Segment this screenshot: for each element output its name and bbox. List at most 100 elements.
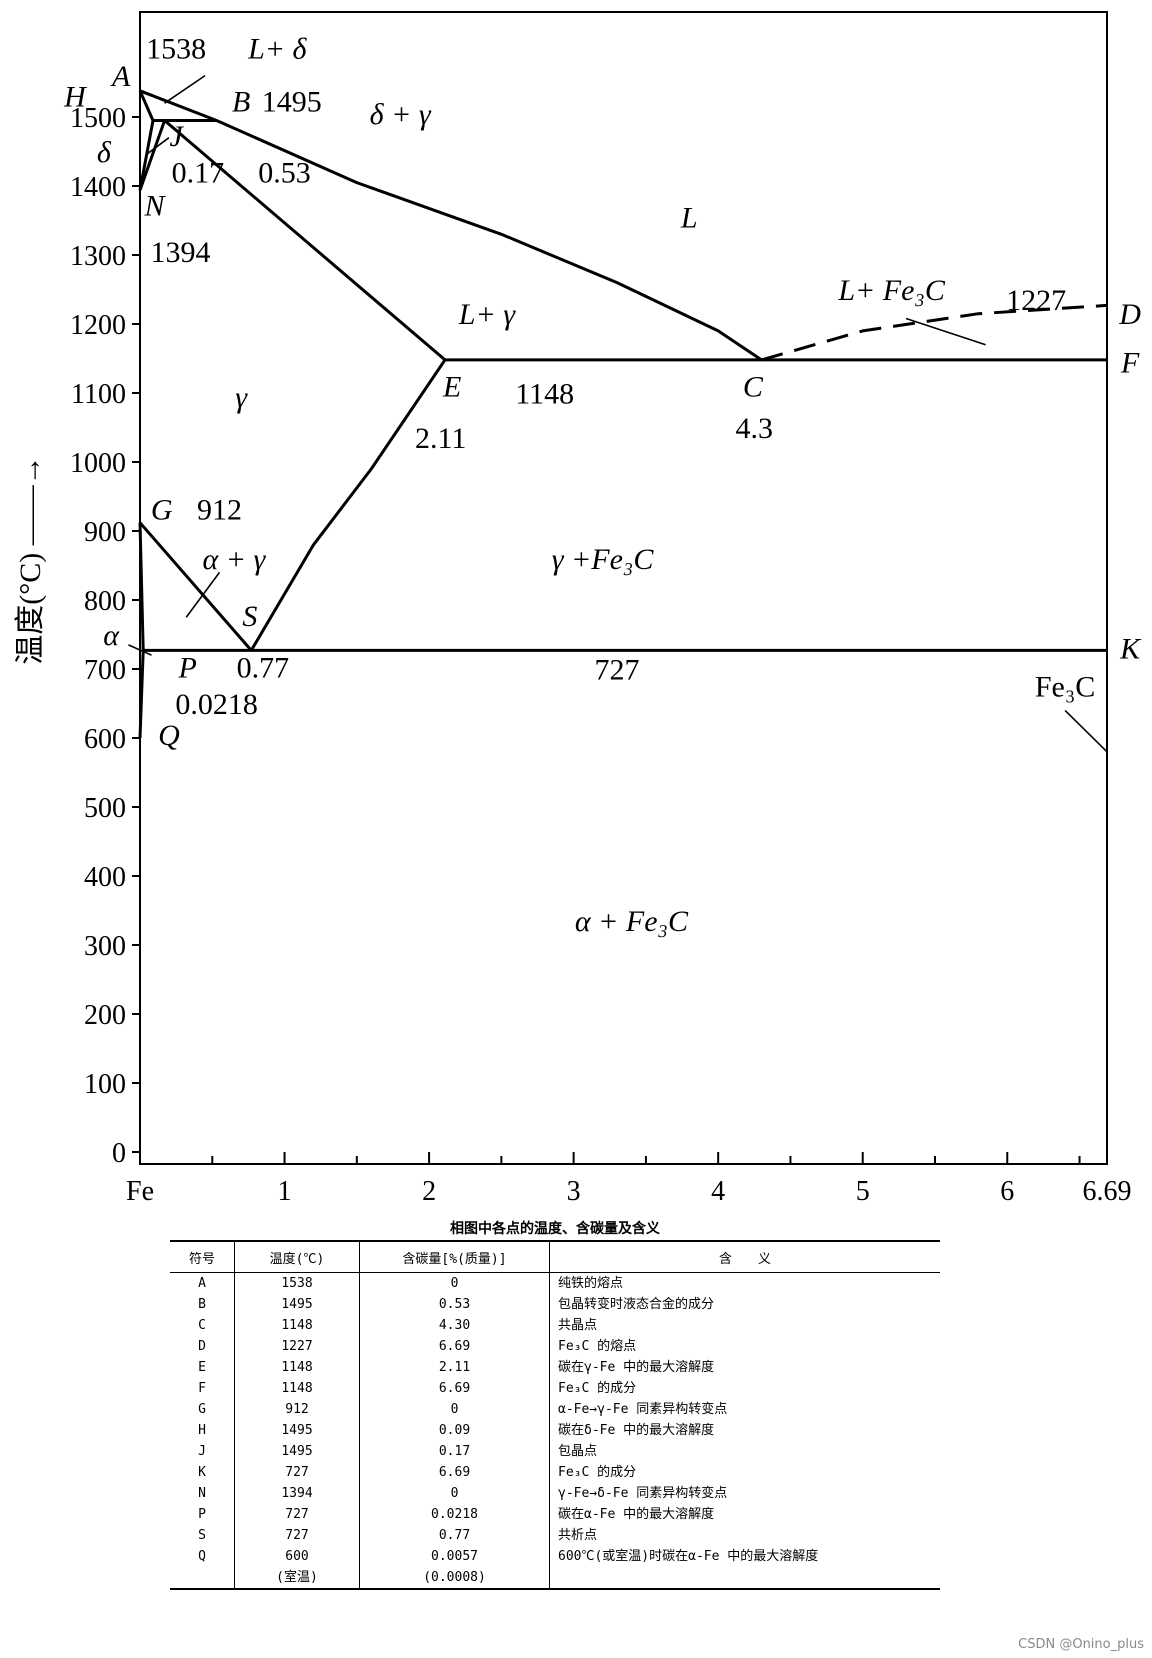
table-row: F 1148 6.69 Fe₃C 的成分 [170, 1378, 940, 1399]
cell-carbon: 0.53 [359, 1294, 550, 1315]
diagram-label: 2.11 [415, 422, 466, 455]
cell-temperature: 1495 [234, 1420, 360, 1441]
y-tick-label: 500 [84, 793, 126, 824]
header-symbol: 符号 [170, 1240, 235, 1273]
cell-carbon: 0 [359, 1399, 550, 1420]
cell-meaning: γ-Fe→δ-Fe 同素异构转变点 [549, 1483, 940, 1504]
diagram-label: L+ δ [247, 32, 307, 65]
phase-line-Acm-ES [250, 359, 447, 652]
cell-meaning: 碳在α-Fe 中的最大溶解度 [549, 1504, 940, 1525]
y-tick-label: 900 [84, 517, 126, 548]
cell-carbon: 6.69 [359, 1462, 550, 1483]
diagram-label: α + γ [203, 543, 267, 576]
y-tick-label: 1200 [70, 310, 126, 341]
diagram-label: 1148 [515, 377, 574, 410]
cell-meaning: 共析点 [549, 1525, 940, 1546]
cell-meaning: 包晶转变时液态合金的成分 [549, 1294, 940, 1315]
plot-frame [139, 11, 1108, 1165]
y-tick-label: 800 [84, 586, 126, 617]
phase-line-CD [761, 303, 1108, 362]
table-row: P 727 0.0218 碳在α-Fe 中的最大溶解度 [170, 1504, 940, 1525]
diagram-label: J [169, 120, 184, 153]
cell-temperature: 1148 [234, 1315, 360, 1336]
cell-temperature: 1148 [234, 1378, 360, 1399]
y-tick-label: 1500 [70, 103, 126, 134]
y-tick-label: 1100 [71, 379, 126, 410]
leader-line [185, 571, 221, 618]
diagram-label: C [743, 370, 764, 403]
cell-symbol: H [198, 1423, 206, 1438]
diagram-label: 0.77 [237, 651, 290, 684]
y-tick-label: 200 [84, 1000, 126, 1031]
cell-meaning: Fe₃C 的成分 [549, 1378, 940, 1399]
cell-carbon: 0.0057 [359, 1546, 550, 1567]
phase-line-liquidus-ABC [139, 89, 763, 362]
diagram-label: 4.3 [736, 412, 774, 445]
cell-temperature: 727 [234, 1525, 360, 1546]
diagram-label: B [232, 85, 250, 118]
cell-temperature: 1495 [234, 1441, 360, 1462]
y-tick-label: 0 [112, 1138, 126, 1169]
phase-line-JE [163, 119, 446, 362]
cell-temperature: (室温) [234, 1567, 360, 1590]
x-tick-label: 2 [422, 1176, 436, 1207]
cell-symbol: A [198, 1276, 206, 1291]
diagram-label: 1495 [262, 85, 322, 118]
diagram-label: A [110, 60, 131, 93]
table-row: (室温) (0.0008) [170, 1567, 940, 1590]
x-tick-label: 1 [278, 1176, 292, 1207]
y-tick-label: 300 [84, 931, 126, 962]
cell-carbon: 0 [359, 1483, 550, 1504]
diagram-label: γ +Fe₃C [552, 543, 655, 576]
cell-carbon: 0.77 [359, 1525, 550, 1546]
cell-meaning: 碳在δ-Fe 中的最大溶解度 [549, 1420, 940, 1441]
leader-line [164, 74, 206, 104]
point-table: 相图中各点的温度、含碳量及含义 符号 温度(℃) 含碳量[%(质量)] 含 义 … [170, 1218, 940, 1590]
cell-meaning: α-Fe→γ-Fe 同素异构转变点 [549, 1399, 940, 1420]
cell-symbol: G [198, 1402, 206, 1417]
cell-symbol: D [198, 1339, 206, 1354]
diagram-label: F [1120, 346, 1140, 379]
cell-symbol: B [198, 1297, 206, 1312]
diagram-label: G [151, 493, 173, 526]
cell-meaning: 600℃(或室温)时碳在α-Fe 中的最大溶解度 [549, 1546, 940, 1567]
cell-temperature: 1538 [234, 1272, 360, 1294]
diagram-label: 912 [197, 493, 242, 526]
y-axis-label: 温度(°C) ——→ [14, 455, 47, 665]
header-temperature: 温度(℃) [234, 1240, 360, 1273]
cell-symbol: J [198, 1444, 206, 1459]
cell-symbol: C [198, 1318, 206, 1333]
cell-symbol: S [198, 1528, 206, 1543]
diagram-label: L+ γ [458, 298, 516, 331]
diagram-label: N [143, 190, 166, 223]
cell-temperature: 1148 [234, 1357, 360, 1378]
table-row: Q 600 0.0057 600℃(或室温)时碳在α-Fe 中的最大溶解度 [170, 1546, 940, 1567]
table-row: B 1495 0.53 包晶转变时液态合金的成分 [170, 1294, 940, 1315]
diagram-label: E [442, 370, 461, 403]
cell-meaning [549, 1567, 940, 1590]
diagram-label: L+ Fe₃C [837, 274, 945, 307]
watermark: CSDN @Onino_plus [1018, 1637, 1144, 1652]
table-row: A 1538 0 纯铁的熔点 [170, 1272, 940, 1294]
y-tick-label: 1400 [70, 172, 126, 203]
x-tick-label: 6.69 [1083, 1176, 1132, 1207]
diagram-label: δ + γ [370, 98, 432, 131]
diagram-label: P [178, 651, 197, 684]
cell-temperature: 727 [234, 1462, 360, 1483]
table-row: E 1148 2.11 碳在γ-Fe 中的最大溶解度 [170, 1357, 940, 1378]
diagram-label: 1538 [146, 32, 206, 65]
table-title: 相图中各点的温度、含碳量及含义 [450, 1221, 660, 1237]
table-row: K 727 6.69 Fe₃C 的成分 [170, 1462, 940, 1483]
y-tick-label: 1300 [70, 241, 126, 272]
cell-meaning: Fe₃C 的成分 [549, 1462, 940, 1483]
diagram-label: 727 [594, 653, 639, 686]
x-tick-label: 5 [856, 1176, 870, 1207]
cell-carbon: 4.30 [359, 1315, 550, 1336]
diagram-label: L [680, 201, 698, 234]
y-tick-label: 100 [84, 1069, 126, 1100]
table-row: D 1227 6.69 Fe₃C 的熔点 [170, 1336, 940, 1357]
diagram-label: Q [158, 719, 180, 752]
cell-temperature: 1394 [234, 1483, 360, 1504]
cell-carbon: 0 [359, 1272, 550, 1294]
cell-meaning: 包晶点 [549, 1441, 940, 1462]
